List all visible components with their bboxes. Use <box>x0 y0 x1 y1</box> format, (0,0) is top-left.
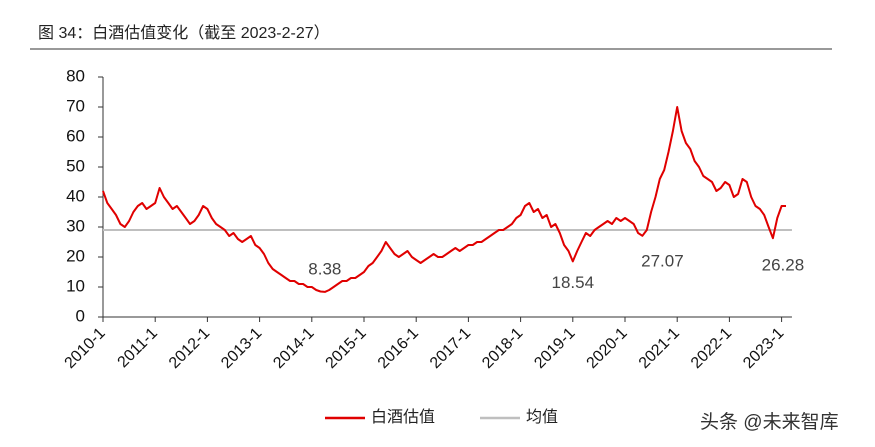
y-tick-label: 80 <box>66 66 85 85</box>
legend-label: 白酒估值 <box>371 408 435 426</box>
y-tick-label: 20 <box>66 246 85 265</box>
series-line <box>102 106 786 293</box>
annotation: 18.54 <box>552 273 595 292</box>
x-tick-label: 2022-1 <box>688 325 735 372</box>
y-tick-label: 50 <box>66 156 85 175</box>
y-tick-label: 10 <box>66 276 85 295</box>
y-tick-label: 60 <box>66 126 85 145</box>
y-tick-label: 0 <box>76 306 85 325</box>
y-tick-label: 30 <box>66 216 85 235</box>
x-tick-label: 2014-1 <box>270 325 317 372</box>
legend-label: 均值 <box>526 408 558 426</box>
x-tick-label: 2019-1 <box>531 325 578 372</box>
x-tick-label: 2013-1 <box>218 325 265 372</box>
y-tick-label: 40 <box>66 186 85 205</box>
x-tick-label: 2023-1 <box>740 325 787 372</box>
chart-title: 图 34：白酒估值变化（截至 2023-2-27） <box>38 24 330 42</box>
x-tick-label: 2012-1 <box>166 325 213 372</box>
x-tick-label: 2017-1 <box>427 325 474 372</box>
x-tick-label: 2018-1 <box>479 325 526 372</box>
x-tick-label: 2016-1 <box>375 325 422 372</box>
watermark: 头条 @未来智库 <box>700 411 839 433</box>
x-tick-label: 2020-1 <box>584 325 631 372</box>
annotation: 27.07 <box>641 251 684 270</box>
x-tick-label: 2010-1 <box>62 325 109 372</box>
annotation: 8.38 <box>308 259 341 278</box>
x-tick-label: 2021-1 <box>636 325 683 372</box>
x-tick-label: 2015-1 <box>323 325 370 372</box>
y-tick-label: 70 <box>66 96 85 115</box>
x-tick-label: 2011-1 <box>115 325 161 371</box>
annotation: 26.28 <box>762 256 805 275</box>
